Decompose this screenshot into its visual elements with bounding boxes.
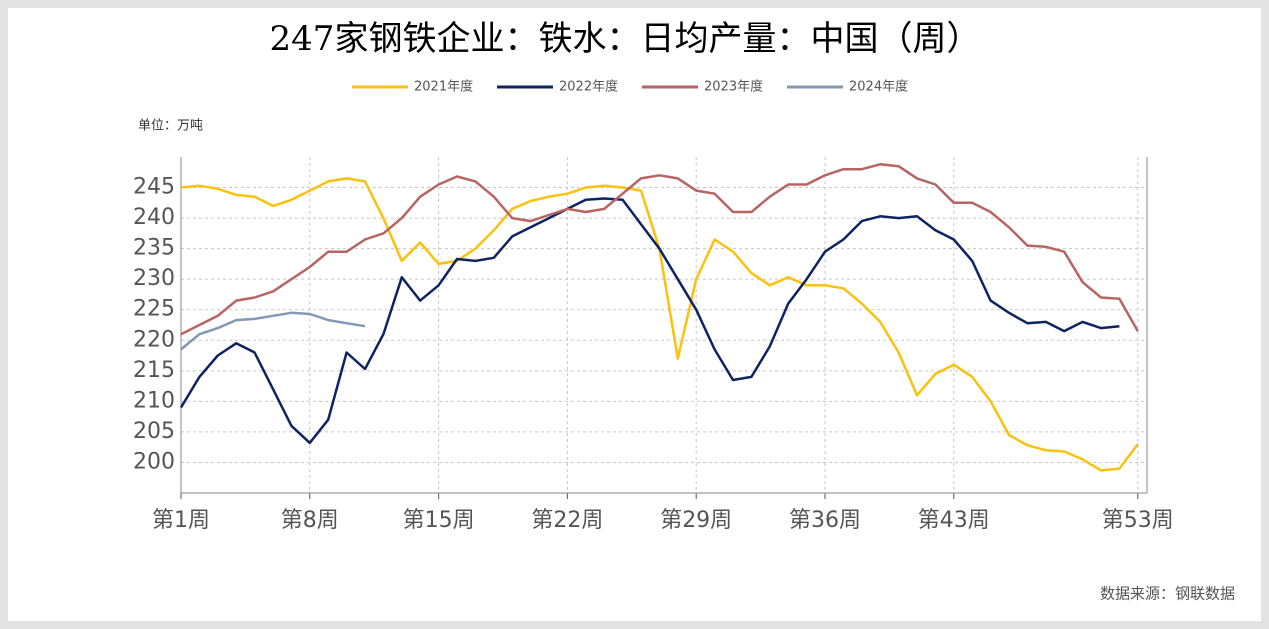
x-tick-label: 第29周 bbox=[660, 508, 732, 533]
legend: 2021年度 2022年度 2023年度 2024年度 bbox=[352, 79, 908, 95]
legend-label: 2024年度 bbox=[849, 79, 908, 95]
x-tick-label: 第8周 bbox=[281, 508, 339, 533]
x-tick-label: 第53周 bbox=[1102, 508, 1174, 533]
x-tick-label: 第15周 bbox=[403, 508, 475, 533]
y-tick-label: 210 bbox=[133, 388, 175, 413]
y-tick-label: 205 bbox=[133, 419, 175, 444]
line-series bbox=[180, 177, 1139, 472]
y-tick-label: 215 bbox=[133, 358, 175, 383]
x-tick-label: 第43周 bbox=[918, 508, 990, 533]
line-series bbox=[180, 311, 366, 351]
y-tick-label: 235 bbox=[133, 236, 175, 261]
source: 数据来源：钢联数据 bbox=[1100, 585, 1235, 603]
x-tick-label: 第1周 bbox=[152, 508, 210, 533]
line-series bbox=[180, 163, 1139, 336]
unit-label: 单位：万吨 bbox=[138, 119, 203, 134]
y-tick-label: 225 bbox=[133, 297, 175, 322]
legend-label: 2023年度 bbox=[704, 79, 763, 95]
y-tick-label: 200 bbox=[133, 449, 175, 474]
chart-title: 247家钢铁企业：铁水：日均产量：中国（周） bbox=[270, 19, 981, 59]
x-tick-label: 第36周 bbox=[789, 508, 861, 533]
y-tick-label: 240 bbox=[133, 205, 175, 230]
y-tick-label: 220 bbox=[133, 327, 175, 352]
y-tick-label: 230 bbox=[133, 266, 175, 291]
x-tick-label: 第22周 bbox=[531, 508, 603, 533]
legend-label: 2021年度 bbox=[414, 79, 473, 95]
line-series bbox=[179, 197, 1120, 445]
y-tick-label: 245 bbox=[133, 175, 175, 200]
legend-label: 2022年度 bbox=[559, 79, 618, 95]
